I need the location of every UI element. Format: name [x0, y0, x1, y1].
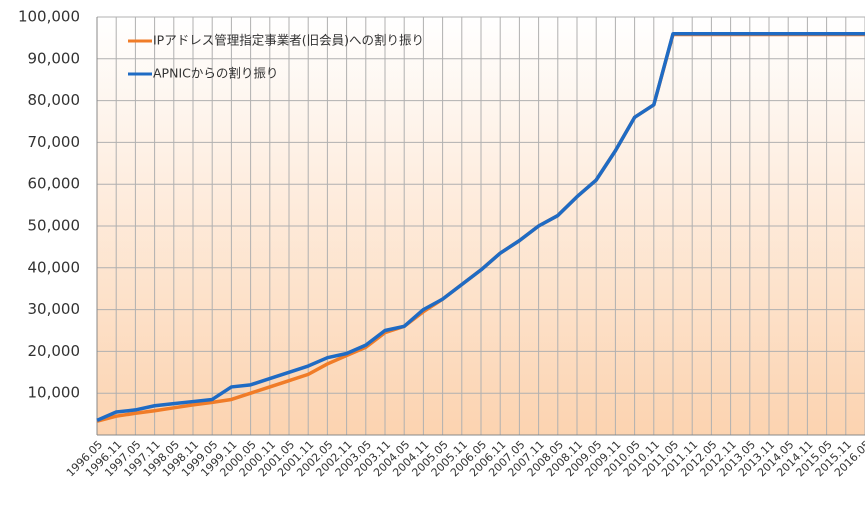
- legend-label: APNICからの割り振り: [153, 66, 278, 81]
- y-tick-label: 80,000: [28, 91, 81, 109]
- y-tick-label: 40,000: [28, 258, 81, 276]
- y-tick-label: 10,000: [28, 384, 81, 402]
- legend-label: IPアドレス管理指定事業者(旧会員)への割り振り: [153, 33, 424, 48]
- y-tick-label: 100,000: [18, 8, 80, 26]
- y-tick-label: 60,000: [28, 175, 81, 193]
- y-tick-label: 30,000: [28, 300, 81, 318]
- y-tick-label: 50,000: [28, 217, 81, 235]
- series-line: [96, 31, 865, 422]
- y-tick-label: 90,000: [28, 49, 81, 67]
- y-tick-label: 70,000: [28, 133, 81, 151]
- y-tick-label: 20,000: [28, 342, 81, 360]
